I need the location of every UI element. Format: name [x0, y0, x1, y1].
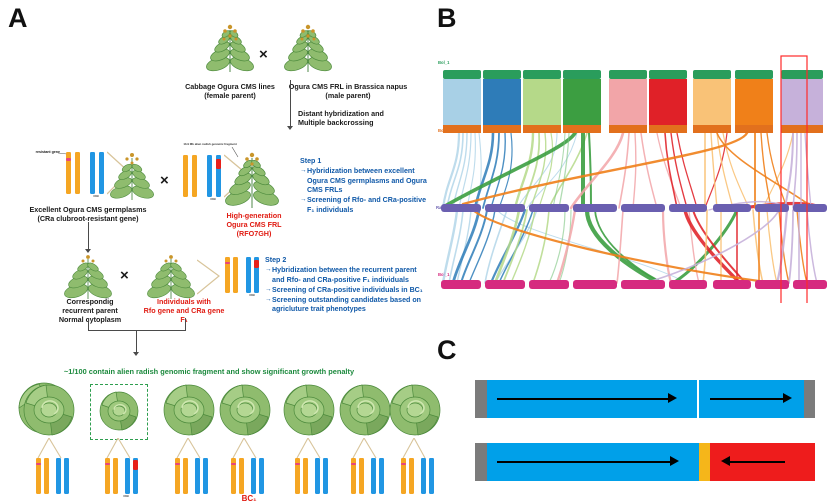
synteny-radish-band	[441, 204, 827, 212]
flow-line-top	[290, 80, 291, 127]
resistant-gene-pointer	[58, 152, 68, 155]
step-2-title: Step 2	[265, 256, 287, 264]
synteny-top-band	[443, 70, 823, 133]
reference-arrow-line-2	[710, 398, 784, 400]
cabbage-2-stunted	[99, 391, 139, 431]
panel-c-reference-bar	[475, 380, 815, 418]
cross-symbol-mid: ×	[160, 172, 169, 189]
merge-arrow	[133, 352, 139, 356]
reference-arrowhead-1	[668, 393, 677, 403]
cabbage-to-karyotype-connectors	[37, 438, 426, 459]
panel-label-b: B	[437, 3, 457, 33]
reference-arrow-line-1	[497, 398, 669, 400]
step-2-item-2: Screening of CRa-positive individuals in…	[265, 286, 425, 295]
synteny-sankey-diagram	[441, 55, 827, 303]
chromosome-tag-f1: C09	[249, 293, 255, 297]
panel-label-a: A	[8, 3, 28, 33]
growth-penalty-note: ~1/100 contain alien radish genomic frag…	[63, 367, 355, 376]
cabbage-4	[219, 384, 271, 436]
resistant-gene-note: resistant gene	[35, 150, 60, 154]
fragment-note: 13.9 Mb alien radish genomic fragment	[183, 142, 237, 146]
plant-recurrent-parent	[64, 255, 112, 299]
merge-line-horizontal	[88, 330, 186, 331]
cabbage-7	[389, 384, 441, 436]
cabbage-1	[23, 384, 75, 436]
stunted-plant-highlight-box	[90, 384, 148, 440]
row-label-bol1-top: Bol_1	[438, 60, 450, 65]
hybridization-note: Distant hybridization and Multiple backc…	[298, 109, 384, 127]
plant-female-parent	[206, 24, 254, 72]
bracket-f1	[197, 259, 220, 295]
step-2-block: Step 2 Hybridization between the recurre…	[265, 256, 425, 315]
plant-male-parent	[284, 24, 332, 72]
female-parent-caption: Cabbage Ogura CMS lines (female parent)	[185, 82, 275, 100]
panel-c-introgression-bar	[475, 443, 815, 481]
plant-germplasm	[110, 153, 154, 200]
f1-individuals-caption: Individuals with Rfo gene and CRa gene F…	[143, 297, 225, 324]
synteny-bottom-band	[441, 280, 827, 289]
merge-line-left	[88, 318, 89, 330]
karyotype-2-tag: C09	[123, 494, 129, 498]
cross-symbol-top: ×	[259, 46, 268, 63]
introgression-arrow-line-1	[497, 461, 671, 463]
step-2-item-1: Hybridization between the recurrent pare…	[265, 266, 425, 285]
cabbage-3	[163, 384, 215, 436]
merge-line-right	[185, 318, 186, 330]
plant-frl	[225, 152, 279, 208]
introgression-arrowhead-2	[721, 456, 730, 466]
panel-label-c: C	[437, 335, 457, 365]
step-1-title: Step 1	[300, 157, 322, 165]
introgression-arrow-line-2	[730, 461, 785, 463]
introgression-arrowhead-1	[670, 456, 679, 466]
fragment-pointer	[231, 147, 239, 158]
chromosome-tag-right: C09	[210, 197, 216, 201]
cabbage-5	[283, 384, 335, 436]
merge-line-down	[136, 330, 137, 353]
recurrent-parent-caption: Correspondig recurrent parent Normal cyt…	[58, 297, 122, 324]
step-1-item-2: Screening of Rfo- and CRa-positive F₁ in…	[300, 196, 430, 215]
flow-arrow-germplasm	[85, 249, 91, 253]
chromosome-tag-left: C09	[93, 194, 99, 198]
step-2-item-3: Screening outstanding candidates based o…	[265, 296, 425, 315]
bc1-label: BC₁	[241, 494, 257, 503]
cross-symbol-bottom: ×	[120, 267, 129, 284]
germplasm-caption: Excellent Ogura CMS germplasms (CRa club…	[29, 205, 147, 223]
frl-caption: High-generation Ogura CMS FRL (RFO7GH)	[226, 211, 282, 238]
synteny-highlight-box	[780, 55, 808, 303]
cabbage-6	[339, 384, 391, 436]
flow-line-germplasm	[88, 222, 89, 250]
reference-arrowhead-2	[783, 393, 792, 403]
flow-arrow-top	[287, 126, 293, 130]
male-parent-caption: Ogura CMS FRL in Brassica napus (male pa…	[288, 82, 408, 100]
plant-f1-individuals	[147, 255, 195, 299]
step-1-block: Step 1 Hybridization between excellent O…	[300, 157, 430, 215]
step-1-item-1: Hybridization between excellent Ogura CM…	[300, 167, 430, 195]
